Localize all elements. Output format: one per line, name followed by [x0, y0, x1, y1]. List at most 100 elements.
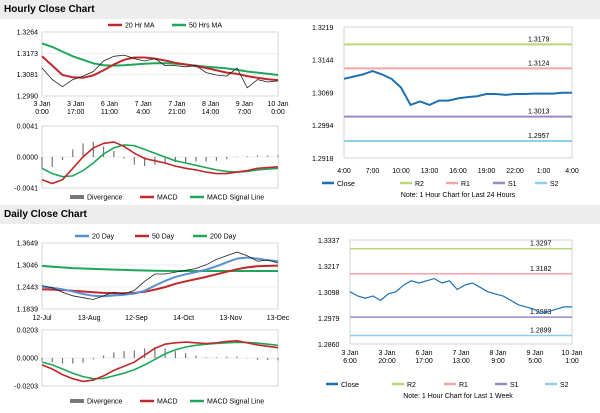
divergence-bar — [226, 157, 228, 160]
legend-20hr-ma-label: 20 Hr MA — [125, 23, 155, 30]
divergence-bar — [256, 155, 259, 157]
divergence-bar — [174, 157, 176, 163]
divergence-bar — [61, 157, 64, 161]
legend-s1-label: S1 — [508, 181, 517, 188]
daily-price-xtick: 14-Oct — [173, 315, 194, 322]
level-s2-label: 1.2957 — [528, 133, 550, 140]
daily-price-ytick: 1.1839 — [17, 307, 39, 314]
daily-legend-r1-label: R1 — [459, 382, 468, 389]
daily-divergence-bar — [195, 355, 197, 358]
series-daily-macd-signal — [41, 341, 279, 380]
hourly-close-xtick: 19:00 — [478, 168, 496, 175]
hourly-price-ytick: 1.3173 — [17, 51, 39, 58]
daily-divergence-bar — [61, 358, 64, 364]
hourly-close-xtick: 22:00 — [506, 168, 524, 175]
daily-close-xtick: 3 Jan 20:00 — [378, 350, 396, 365]
legend-divergence-label: Divergence — [87, 195, 123, 202]
series-macd — [41, 141, 279, 185]
divergence-bar — [51, 157, 53, 167]
hourly-price-xtick: 6 Jan 11:00 — [101, 101, 118, 116]
hourly-price-ytick: 1.3081 — [17, 72, 39, 79]
legend-s2-label: S2 — [550, 181, 559, 188]
divergence-bar — [133, 157, 135, 165]
level-r1-label: 1.3124 — [528, 60, 550, 67]
hourly-close-xtick: 4:00 — [337, 168, 351, 175]
daily-divergence-bar — [205, 357, 207, 358]
series-daily-macd — [41, 339, 279, 383]
hourly-close-ytick: 1.2994 — [312, 123, 334, 130]
daily-divergence-bar — [72, 358, 74, 364]
daily-legend-close-label: Close — [341, 382, 359, 389]
hourly-price-xtick: 7 Jan 21:00 — [168, 101, 186, 116]
hourly-price-ytick: 1.2990 — [17, 94, 39, 101]
hourly-close-xtick: 10:00 — [392, 168, 410, 175]
divergence-bar — [246, 156, 248, 157]
daily-divergence-bar — [144, 348, 146, 358]
daily-macd-ytick: -0.0203 — [14, 384, 38, 391]
daily-price-xtick: 13-Nov — [220, 315, 243, 322]
divergence-bar — [72, 149, 74, 157]
legend-20-day-label: 20 Day — [92, 234, 115, 241]
daily-price-ytick: 1.3046 — [17, 262, 39, 269]
daily-macd-ytick: 0.0203 — [17, 328, 39, 335]
daily-close-note: Note: 1 Hour Chart for Last 1 Week — [403, 393, 513, 400]
series-price — [41, 54, 279, 89]
divergence-bar — [123, 157, 125, 159]
daily-close-ytick: 1.2860 — [318, 342, 340, 349]
daily-divergence-bar — [174, 351, 176, 358]
daily-divergence-bar — [236, 356, 238, 358]
daily-divergence-bar — [256, 358, 259, 360]
hourly-price-xtick: 3 Jan 0:00 — [33, 101, 50, 116]
daily-close-ytick: 1.3217 — [318, 264, 340, 271]
daily-price-ytick: 1.2443 — [17, 284, 39, 291]
series-50hrs-ma — [41, 42, 279, 76]
hourly-close-xtick: 4:00 — [565, 168, 579, 175]
hourly-close-xtick: 1:00 — [537, 168, 551, 175]
divergence-bar — [164, 157, 166, 164]
daily-legend-r2-label: R2 — [407, 382, 416, 389]
daily-divergence-bar — [277, 358, 279, 361]
daily-divergence-bar — [92, 358, 94, 360]
divergence-bar — [195, 157, 197, 162]
daily-close-xtick: 7 Jan 13:00 — [452, 350, 470, 365]
divergence-bar — [205, 157, 207, 162]
daily-close-ytick: 1.2979 — [318, 316, 340, 323]
series-daily-price — [41, 251, 279, 300]
daily-close-xtick: 3 Jan 6:00 — [341, 350, 358, 365]
hourly-price-xtick: 3 Jan 17:00 — [67, 101, 85, 116]
hourly-close-ytick: 1.2918 — [312, 156, 334, 163]
daily-divergence-bar — [154, 346, 156, 358]
series-close-daily — [349, 277, 572, 315]
divergence-bar — [267, 155, 269, 157]
daily-close-ytick: 1.3337 — [318, 238, 340, 245]
daily-price-xtick: 13-Dec — [267, 315, 290, 322]
divergence-bar — [92, 141, 94, 157]
hourly-price-xtick: 8 Jan 14:00 — [202, 101, 220, 116]
legend-macd-label: MACD — [157, 195, 178, 202]
legend-daily-macd-signal-label: MACD Signal Line — [207, 399, 264, 406]
daily-close-ytick: 1.3098 — [318, 290, 340, 297]
level-r2-label: 1.3179 — [528, 36, 550, 43]
daily-divergence-bar — [123, 351, 125, 358]
daily-macd-ytick: 0.0000 — [17, 356, 39, 363]
legend-r1-label: R1 — [461, 181, 470, 188]
hourly-macd-ytick: -0.0041 — [14, 186, 38, 193]
hourly-section-title: Hourly Close Chart — [0, 0, 600, 19]
daily-section-title: Daily Close Chart — [0, 205, 600, 224]
daily-divergence-bar — [215, 357, 218, 358]
divergence-bar — [277, 155, 279, 157]
daily-legend-s1-label: S1 — [510, 382, 519, 389]
series-20hr-ma — [41, 55, 279, 82]
legend-close-label: Close — [337, 181, 355, 188]
divergence-bar — [102, 146, 105, 157]
legend-daily-macd-label: MACD — [157, 399, 178, 406]
daily-divergence-bar — [113, 352, 115, 358]
divergence-bar — [82, 143, 84, 157]
legend-daily-divergence-label: Divergence — [87, 399, 123, 406]
legend-200-day-label: 200 Day — [210, 234, 237, 241]
hourly-close-xtick: 16:00 — [449, 168, 467, 175]
daily-divergence-bar — [41, 358, 43, 361]
series-200-day — [41, 264, 278, 272]
hourly-price-xtick: 7 Jan 4:00 — [135, 101, 152, 116]
